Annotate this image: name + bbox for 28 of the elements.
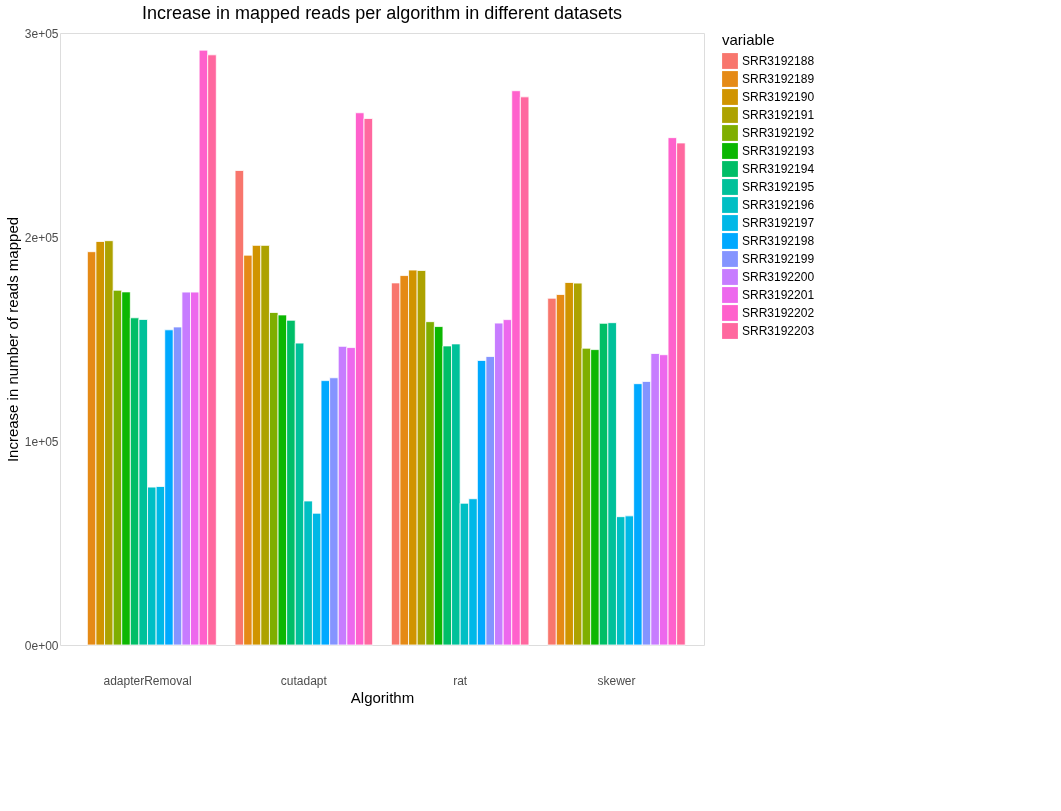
- y-tick-label: 3e+05: [24, 26, 59, 41]
- y-tick-label: 2e+05: [24, 230, 59, 245]
- legend-label: SRR3192202: [742, 306, 815, 320]
- legend-label: SRR3192198: [742, 234, 815, 248]
- y-axis-title: Increase in number of reads mapped: [3, 216, 21, 463]
- legend-label: SRR3192199: [742, 252, 815, 266]
- x-axis-title: Algorithm: [350, 688, 415, 706]
- legend-title: variable: [722, 31, 775, 48]
- legend-label: SRR3192188: [742, 54, 815, 68]
- legend-label: SRR3192191: [742, 108, 815, 122]
- legend-label: SRR3192192: [742, 126, 815, 140]
- legend-label: SRR3192197: [742, 216, 815, 230]
- legend-label: SRR3192201: [742, 288, 815, 302]
- x-tick-label: skewer: [597, 673, 636, 688]
- legend-label: SRR3192200: [742, 270, 815, 284]
- legend-label: SRR3192190: [742, 90, 815, 104]
- legend-label: SRR3192196: [742, 198, 815, 212]
- legend-label: SRR3192189: [742, 72, 815, 86]
- y-tick-label: 0e+00: [24, 638, 59, 653]
- x-tick-label: cutadapt: [280, 673, 328, 688]
- legend-label: SRR3192193: [742, 144, 815, 158]
- chart-title: Increase in mapped reads per algorithm in different datasets: [142, 3, 622, 23]
- legend-label: SRR3192194: [742, 162, 815, 176]
- y-tick-label: 1e+05: [24, 434, 59, 449]
- x-tick-label: adapterRemoval: [103, 673, 192, 688]
- legend-label: SRR3192195: [742, 180, 815, 194]
- legend-label: SRR3192203: [742, 324, 815, 338]
- x-tick-label: rat: [453, 673, 468, 688]
